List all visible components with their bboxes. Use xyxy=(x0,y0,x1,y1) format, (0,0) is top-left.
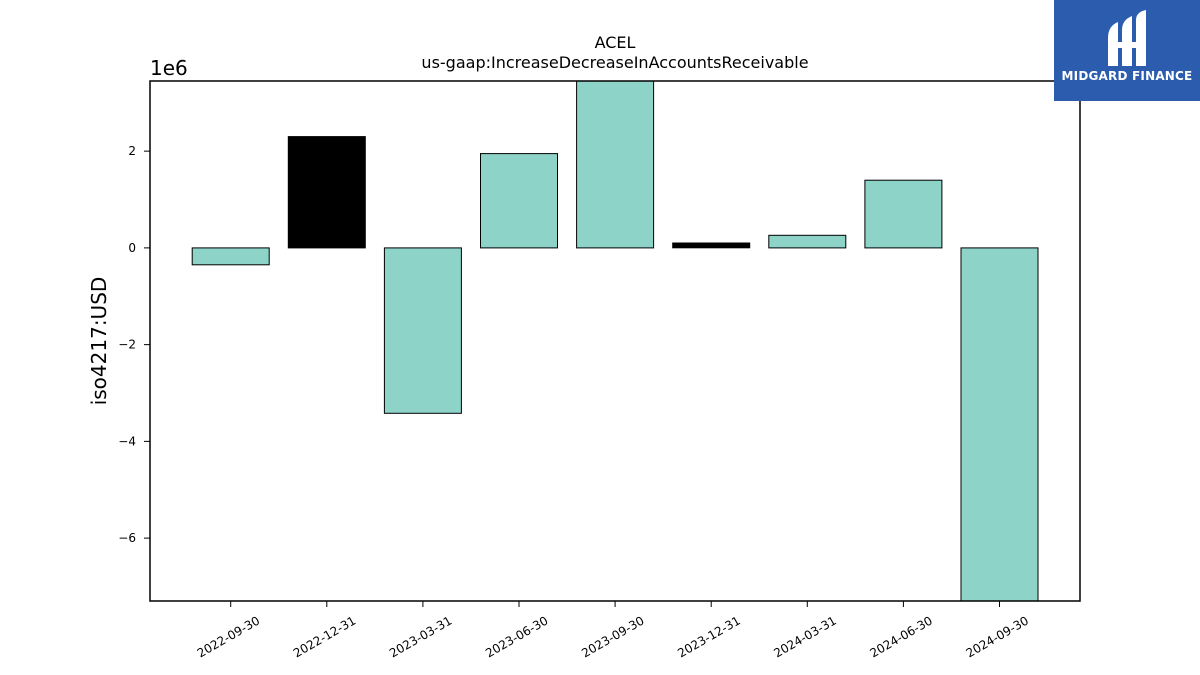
bar-2024-03-31 xyxy=(768,234,847,249)
bar-2023-09-30 xyxy=(576,80,655,249)
x-ticks-group: 2022-09-30 2022-12-31 2023-03-31 2023-06-30… xyxy=(195,601,1031,660)
bar-2022-09-30 xyxy=(191,247,270,266)
y-axis-label: iso4217:USD xyxy=(87,277,111,406)
midgard-logo-icon xyxy=(1108,10,1146,66)
bar-2024-09-30 xyxy=(960,247,1039,602)
x-tick-label: 2022-09-30 xyxy=(195,613,262,660)
y-offset-label: 1e6 xyxy=(150,56,188,80)
bar-2024-06-30 xyxy=(864,179,943,249)
y-tick-label: −4 xyxy=(118,434,136,448)
x-tick-label: 2023-12-31 xyxy=(675,613,742,660)
x-tick-label: 2022-12-31 xyxy=(291,613,358,660)
x-tick-label: 2023-03-31 xyxy=(387,613,454,660)
y-tick-label: −2 xyxy=(118,338,136,352)
bar-2023-12-31 xyxy=(672,242,751,249)
chart-subtitle: us-gaap:IncreaseDecreaseInAccountsReceiv… xyxy=(421,53,808,72)
x-tick-label: 2023-09-30 xyxy=(579,613,646,660)
bars-group xyxy=(191,80,1039,602)
bar-2023-06-30 xyxy=(480,153,558,249)
x-tick-label: 2023-06-30 xyxy=(483,613,550,660)
midgard-finance-logo: MIDGARD FINANCE xyxy=(1054,0,1200,101)
y-tick-label: 2 xyxy=(128,144,136,158)
y-tick-label: 0 xyxy=(128,241,136,255)
chart-title: ACEL xyxy=(595,33,636,52)
plot-frame xyxy=(149,80,1081,602)
x-tick-label: 2024-03-31 xyxy=(771,613,838,660)
x-tick-label: 2024-06-30 xyxy=(867,613,934,660)
x-tick-label: 2024-09-30 xyxy=(964,613,1031,660)
y-ticks-group: −6 −4 −2 0 2 xyxy=(118,144,150,545)
logo-text: MIDGARD FINANCE xyxy=(1061,69,1193,83)
y-tick-label: −6 xyxy=(118,531,136,545)
bar-2023-03-31 xyxy=(383,247,462,414)
bar-2022-12-31 xyxy=(287,136,366,249)
